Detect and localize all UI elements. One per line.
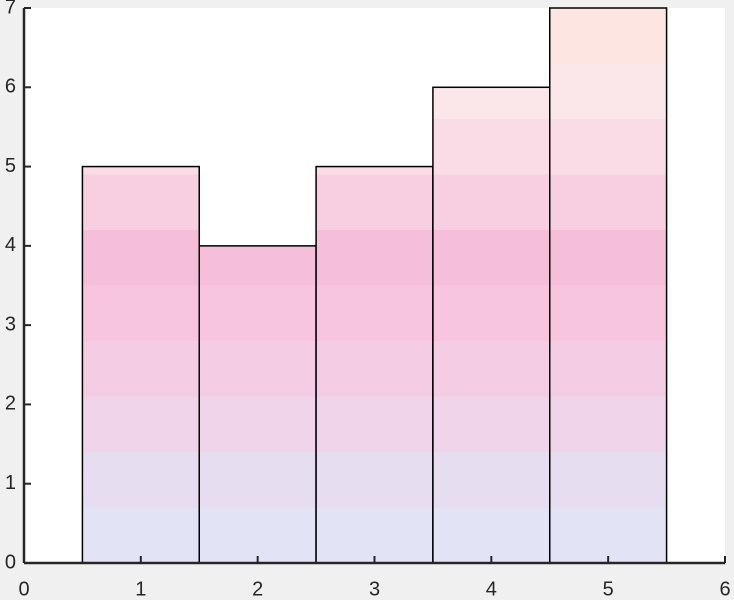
y-tick-label: 6 [5,76,16,98]
x-tick-label: 1 [135,578,146,600]
y-tick-label: 5 [5,155,16,177]
bar [549,7,668,564]
y-tick-label: 2 [5,393,16,415]
x-tick-label: 0 [18,578,29,600]
x-tick-label: 5 [603,578,614,600]
x-tick-label: 6 [719,578,730,600]
x-tick-label: 3 [369,578,380,600]
bar [198,245,317,564]
y-tick-label: 3 [5,313,16,335]
y-tick-label: 1 [5,472,16,494]
y-tick-label: 0 [5,551,16,573]
y-tick-label: 4 [5,234,16,256]
x-tick-label: 4 [486,578,497,600]
y-tick-label: 7 [5,0,16,18]
x-tick-label: 2 [252,578,263,600]
bar [432,86,551,564]
bar [315,165,434,564]
bar [81,165,200,564]
